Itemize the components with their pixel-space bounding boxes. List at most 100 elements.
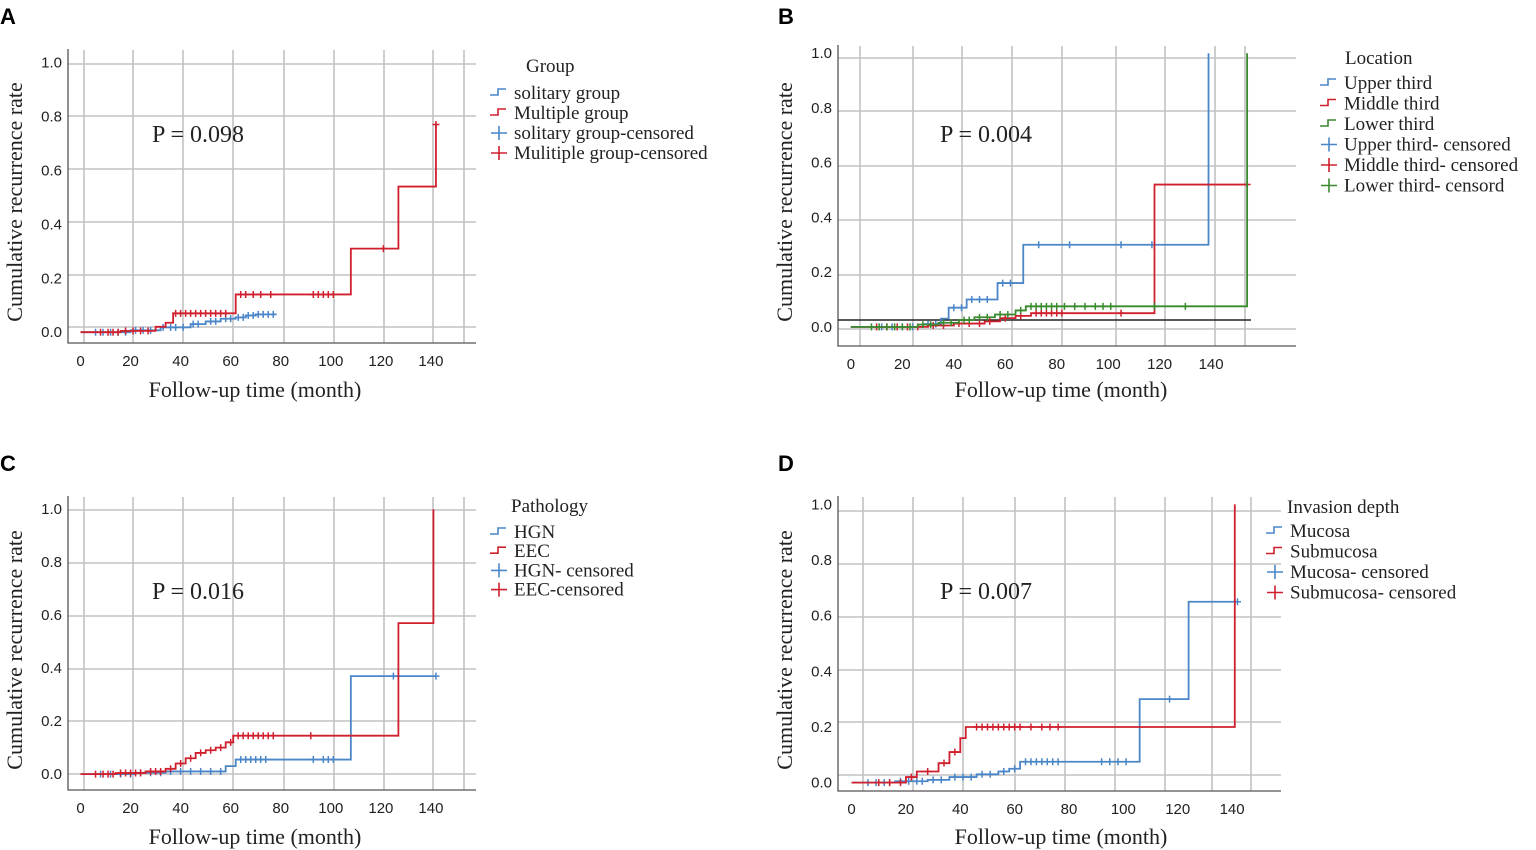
y-tick-label: 0.0 bbox=[811, 319, 832, 336]
censored-mark bbox=[227, 315, 235, 323]
y-tick-label: 0.2 bbox=[811, 719, 832, 736]
censored-mark bbox=[157, 767, 165, 775]
x-tick-label: 100 bbox=[1096, 356, 1121, 373]
censored-mark bbox=[197, 749, 205, 757]
censored-mark bbox=[875, 323, 883, 331]
x-axis-label: Follow-up time (month) bbox=[149, 824, 362, 849]
censored-mark bbox=[379, 245, 387, 253]
censored-mark bbox=[937, 776, 945, 784]
censored-mark bbox=[222, 309, 230, 317]
y-tick-label: 0.4 bbox=[41, 660, 62, 677]
x-tick-label: 60 bbox=[997, 356, 1014, 373]
legend-plus-swatch bbox=[1267, 565, 1283, 579]
censored-mark bbox=[242, 290, 250, 298]
legend-step-swatch bbox=[1320, 98, 1336, 107]
x-tick-label: 0 bbox=[76, 353, 84, 370]
legend-item-label: EEC-censored bbox=[514, 580, 624, 601]
censored-mark bbox=[212, 317, 220, 325]
legend-title: Pathology bbox=[511, 496, 589, 517]
x-tick-label: 80 bbox=[272, 353, 289, 370]
legend-title: Invasion depth bbox=[1287, 497, 1400, 518]
censored-mark bbox=[309, 756, 317, 764]
censored-mark bbox=[179, 323, 187, 331]
series-line-multiple-group bbox=[80, 124, 437, 334]
legend-item-label: HGN- censored bbox=[514, 560, 634, 581]
censored-mark bbox=[1181, 302, 1189, 310]
legend-title: Location bbox=[1345, 48, 1413, 69]
panel-a: A 0 20 40 60 80 100 120 140 0.0 0.2 0.4 0.6 0.8 1.0 Fol… bbox=[0, 4, 708, 402]
y-tick-label: 0.2 bbox=[41, 713, 62, 730]
legend-plus-swatch bbox=[491, 146, 507, 160]
y-tick-label: 0.8 bbox=[811, 552, 832, 569]
panel-letter: B bbox=[778, 4, 794, 29]
censored-mark bbox=[907, 773, 915, 781]
panel-letter: D bbox=[778, 451, 794, 476]
censored-mark bbox=[1006, 279, 1014, 287]
x-tick-label: 60 bbox=[222, 353, 239, 370]
axis-frame bbox=[837, 45, 1296, 347]
censored-mark bbox=[1004, 311, 1012, 319]
series-line-lower-third bbox=[850, 53, 1249, 328]
censored-mark bbox=[1150, 302, 1158, 310]
x-axis-label: Follow-up time (month) bbox=[149, 377, 362, 402]
censored-mark bbox=[329, 756, 337, 764]
legend-step-swatch bbox=[490, 546, 506, 554]
censored-mark bbox=[983, 313, 991, 321]
censored-mark bbox=[1027, 723, 1035, 731]
censored-mark bbox=[1058, 309, 1066, 317]
censored-mark bbox=[1081, 302, 1089, 310]
censored-mark bbox=[269, 732, 277, 740]
x-tick-label: 60 bbox=[1006, 801, 1023, 818]
panel-d: D 0 20 40 60 80 100 120 140 0.0 0.2 0.4 0.6 0.8 1.0 Fol… bbox=[772, 451, 1457, 849]
censored-mark bbox=[167, 765, 175, 773]
legend-item-label: solitary group-censored bbox=[514, 123, 694, 144]
y-tick-label: 0.0 bbox=[41, 324, 62, 341]
censored-mark bbox=[1066, 241, 1074, 249]
legend-item-label: Submucosa bbox=[1290, 542, 1378, 563]
y-axis-label: Cumulative recurrence rate bbox=[2, 530, 27, 769]
y-tick-label: 0.2 bbox=[41, 270, 62, 287]
axis-frame bbox=[67, 496, 476, 791]
censored-mark bbox=[919, 321, 927, 329]
censored-mark bbox=[207, 746, 215, 754]
censored-mark bbox=[1060, 302, 1068, 310]
censored-mark bbox=[92, 770, 100, 778]
censored-mark bbox=[194, 320, 202, 328]
y-tick-label: 0.6 bbox=[41, 162, 62, 179]
legend-item-label: Mucosa bbox=[1290, 521, 1351, 542]
legend-plus-swatch bbox=[491, 563, 507, 578]
censored-mark bbox=[968, 295, 976, 303]
censored-mark bbox=[1117, 309, 1125, 317]
censored-mark bbox=[144, 327, 152, 335]
x-tick-label: 120 bbox=[1147, 356, 1172, 373]
legend-step-swatch bbox=[1320, 119, 1336, 127]
censored-mark bbox=[978, 770, 986, 778]
x-tick-label: 100 bbox=[318, 800, 343, 817]
censored-mark bbox=[137, 769, 145, 777]
x-tick-label: 80 bbox=[272, 800, 289, 817]
censored-mark bbox=[1054, 723, 1062, 731]
censored-mark bbox=[177, 767, 185, 775]
censored-mark bbox=[883, 323, 891, 331]
legend-step-swatch bbox=[490, 108, 506, 116]
axis-frame bbox=[837, 496, 1281, 792]
x-tick-label: 20 bbox=[898, 801, 915, 818]
legend-plus-swatch bbox=[1321, 137, 1337, 152]
censored-mark bbox=[924, 768, 932, 776]
censored-mark bbox=[1000, 768, 1008, 776]
censored-mark bbox=[329, 290, 337, 298]
censored-mark bbox=[999, 279, 1007, 287]
censored-mark bbox=[965, 316, 973, 324]
censored-mark bbox=[976, 295, 984, 303]
x-tick-label: 100 bbox=[318, 353, 343, 370]
x-tick-label: 100 bbox=[1111, 801, 1136, 818]
p-value-text: P = 0.016 bbox=[152, 579, 244, 605]
legend-step-swatch bbox=[490, 527, 506, 535]
x-tick-label: 40 bbox=[172, 800, 189, 817]
censored-mark bbox=[97, 328, 105, 336]
legend-item-label: Lower third bbox=[1344, 114, 1435, 135]
censored-mark bbox=[197, 767, 205, 775]
censored-mark bbox=[951, 773, 959, 781]
censored-mark bbox=[1166, 695, 1174, 703]
